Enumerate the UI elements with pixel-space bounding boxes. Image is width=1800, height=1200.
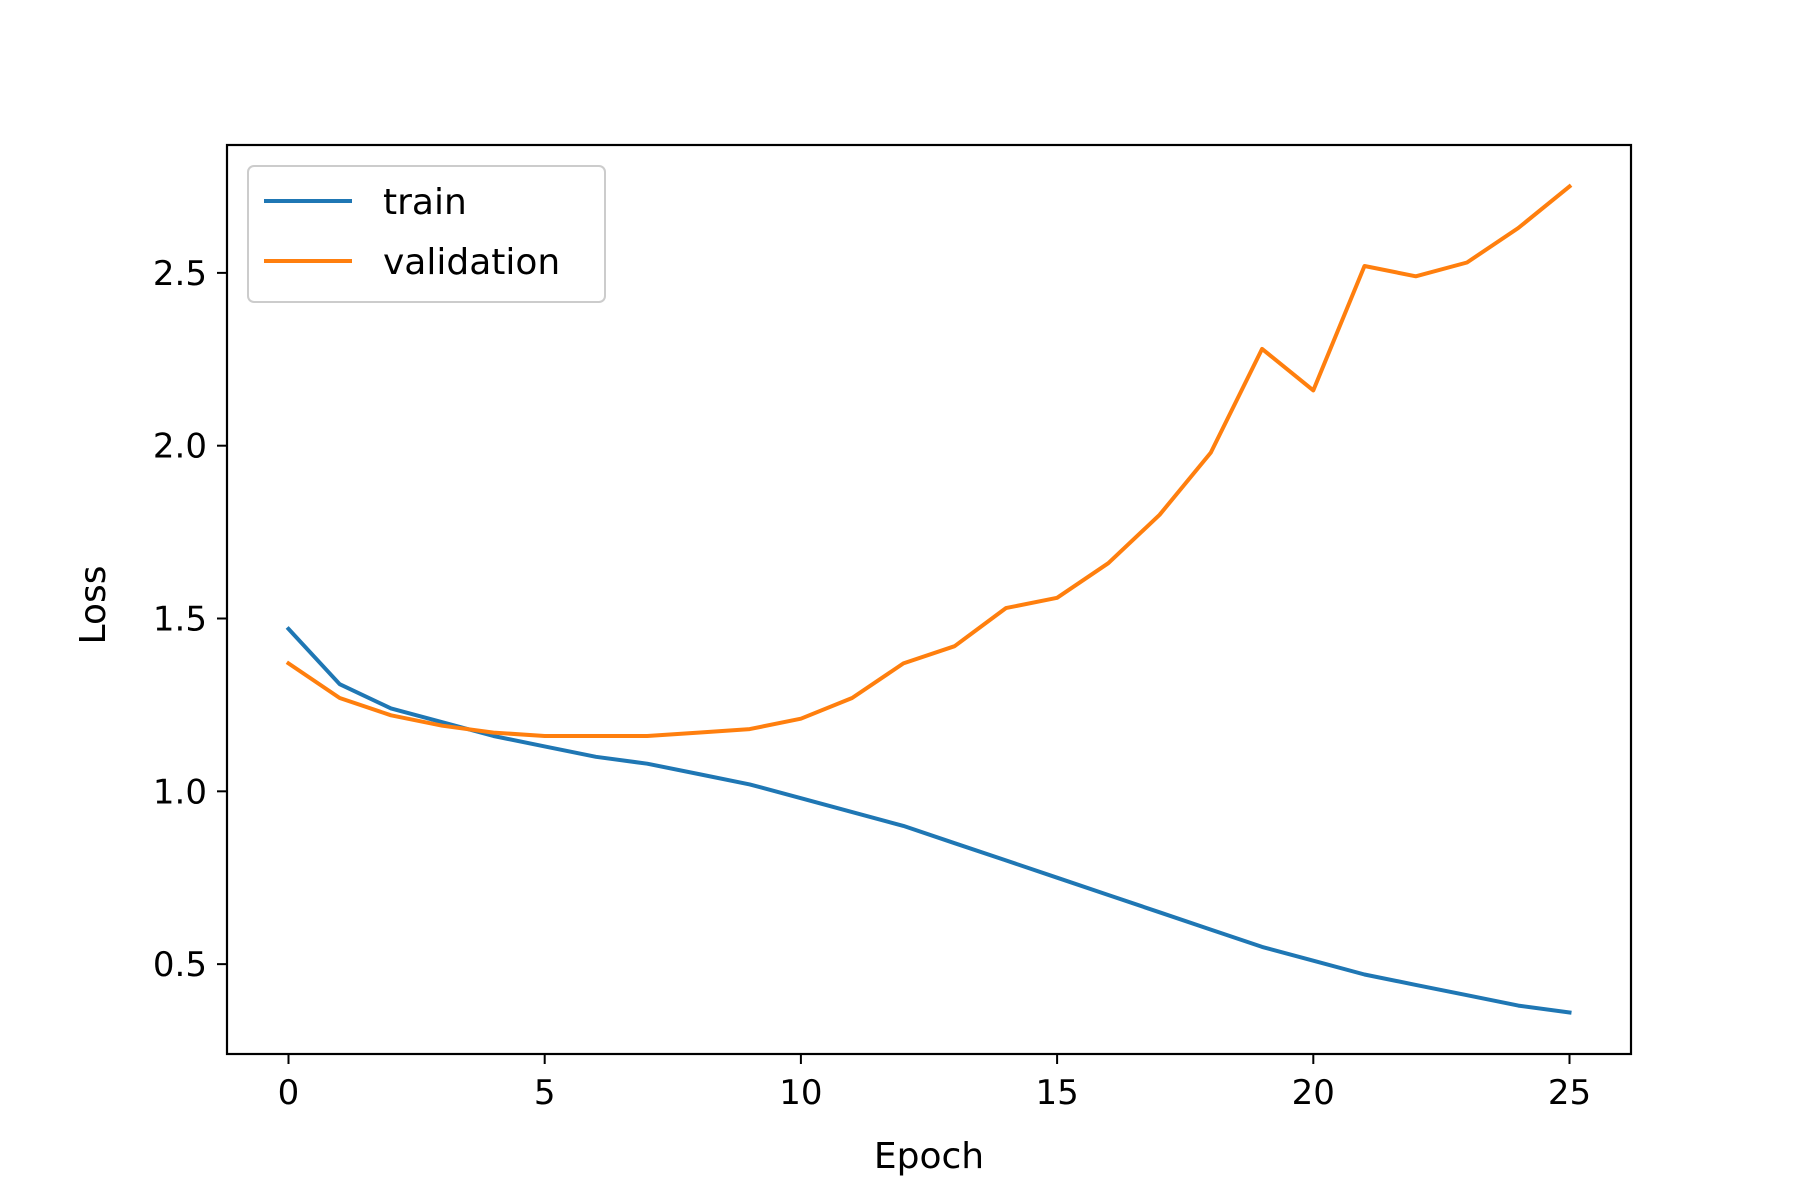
x-tick-label: 25 [1548,1073,1591,1113]
legend-train-label: train [383,182,467,223]
x-tick-label: 0 [278,1073,300,1113]
series-line-validation [285,183,1573,738]
y-tick-label: 1.0 [153,772,207,812]
x-axis-label: Epoch [874,1136,984,1177]
legend-validation-label: validation [383,242,560,283]
y-tick-label: 0.5 [153,945,207,985]
x-tick-label: 15 [1035,1073,1078,1113]
y-tick-label: 2.0 [153,427,207,467]
series-line-train [285,626,1572,1015]
x-tick-label: 20 [1292,1073,1335,1113]
axis-ticks: 0 5 10 15 20 25 0.5 1.0 1.5 2.0 2.5 [153,254,1591,1113]
y-axis-label: Loss [73,566,114,645]
x-tick-label: 5 [534,1073,556,1113]
legend: train validation [247,165,606,303]
x-tick-label: 10 [779,1073,822,1113]
y-tick-label: 1.5 [153,600,207,640]
series-lines [285,183,1573,1015]
y-tick-label: 2.5 [153,254,207,294]
plot-frame [225,143,1633,1056]
